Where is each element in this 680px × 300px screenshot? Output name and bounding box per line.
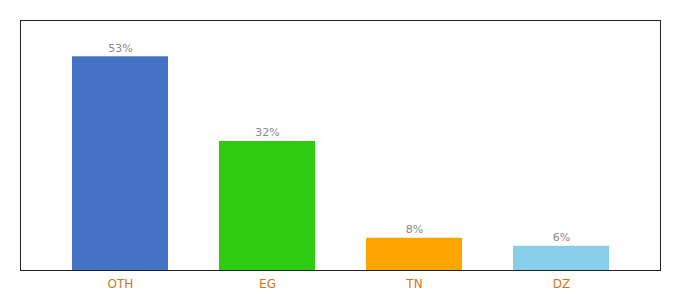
svg-text:OTH: OTH [108,277,134,291]
svg-text:32%: 32% [255,126,279,139]
svg-text:6%: 6% [553,231,570,244]
svg-text:TN: TN [405,277,422,291]
svg-text:DZ: DZ [553,277,570,291]
svg-text:EG: EG [259,277,276,291]
svg-text:8%: 8% [406,223,423,236]
svg-text:53%: 53% [108,42,132,55]
